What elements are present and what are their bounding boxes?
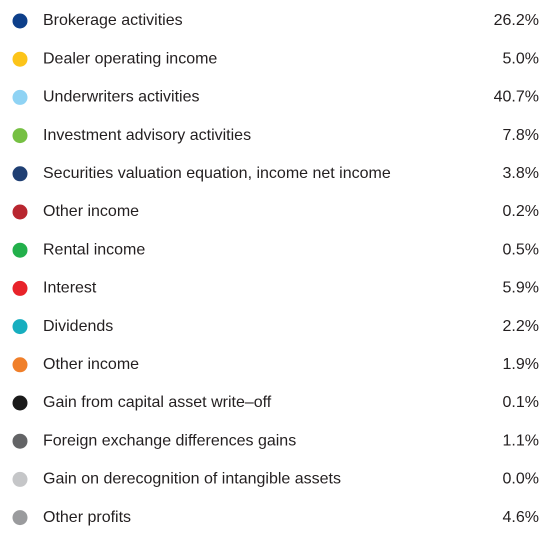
item-value: 40.7%	[494, 89, 539, 106]
legend-dot	[12, 319, 28, 335]
legend-dot	[12, 242, 28, 258]
legend-dot	[12, 13, 28, 29]
item-label: Interest	[43, 280, 97, 297]
item-value: 5.0%	[503, 50, 539, 67]
item-label: Gain on derecognition of intangible asse…	[43, 471, 341, 488]
item-value: 1.1%	[503, 432, 539, 449]
item-label: Underwriters activities	[43, 89, 199, 106]
item-label: Other income	[43, 356, 139, 373]
item-label: Brokerage activities	[43, 12, 183, 29]
item-value: 2.2%	[503, 318, 539, 335]
legend-dot	[12, 357, 28, 373]
item-value: 0.2%	[503, 203, 539, 220]
item-label: Dealer operating income	[43, 50, 217, 67]
item-value: 26.2%	[494, 12, 539, 29]
item-label: Gain from capital asset write–off	[43, 394, 272, 411]
item-value: 4.6%	[503, 509, 539, 526]
item-label: Securities valuation equation, income ne…	[43, 165, 391, 182]
item-label: Investment advisory activities	[43, 127, 251, 144]
item-value: 0.1%	[503, 394, 539, 411]
item-value: 5.9%	[503, 280, 539, 297]
legend-dot	[12, 89, 28, 105]
item-value: 0.5%	[503, 241, 539, 258]
legend-dot	[12, 280, 28, 296]
legend-dot	[12, 128, 28, 144]
item-value: 0.0%	[503, 471, 539, 488]
legend-dot	[12, 433, 28, 449]
item-label: Foreign exchange differences gains	[43, 432, 296, 449]
legend-dot	[12, 204, 28, 220]
item-value: 7.8%	[503, 127, 539, 144]
legend-dot	[12, 510, 28, 526]
item-value: 1.9%	[503, 356, 539, 373]
legend-dot	[12, 51, 28, 67]
legend-dot	[12, 166, 28, 182]
item-value: 3.8%	[503, 165, 539, 182]
legend-dot	[12, 471, 28, 487]
legend-dot	[12, 395, 28, 411]
item-label: Rental income	[43, 241, 145, 258]
item-label: Other income	[43, 203, 139, 220]
item-label: Other profits	[43, 509, 131, 526]
item-label: Dividends	[43, 318, 113, 335]
